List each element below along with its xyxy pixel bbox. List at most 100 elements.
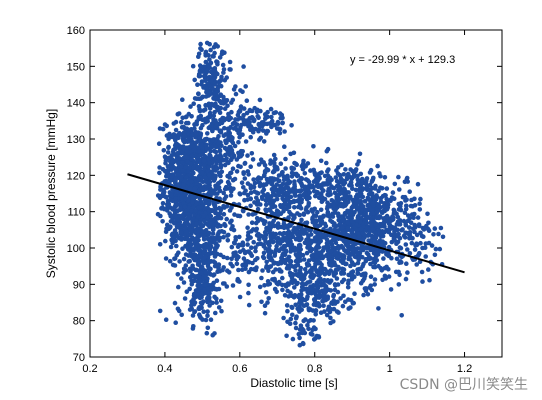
data-point [421, 227, 427, 232]
data-point [213, 96, 219, 102]
data-point [209, 78, 214, 83]
data-point [226, 270, 232, 275]
data-point [324, 312, 330, 318]
data-point [180, 97, 185, 102]
data-point [384, 213, 390, 219]
data-point [318, 277, 323, 283]
data-point [183, 165, 188, 170]
data-point [233, 91, 239, 97]
data-point [188, 104, 193, 109]
data-point [203, 49, 209, 55]
data-point [272, 286, 278, 292]
data-point [336, 310, 341, 315]
data-point [407, 215, 413, 221]
data-point [304, 302, 310, 307]
data-point [293, 315, 299, 321]
data-point [349, 211, 354, 216]
data-point [295, 272, 300, 278]
data-point [369, 247, 374, 252]
data-point [384, 196, 390, 202]
data-point [219, 100, 224, 106]
data-point [293, 302, 299, 308]
data-point [271, 185, 277, 190]
data-point [342, 192, 347, 198]
data-point [199, 79, 205, 84]
data-point [203, 102, 208, 108]
data-point [350, 248, 355, 254]
data-point [277, 126, 283, 132]
data-point [219, 154, 224, 160]
data-point [265, 279, 271, 284]
data-point [163, 317, 169, 323]
data-point [376, 203, 382, 208]
data-point [336, 217, 342, 223]
data-point [199, 265, 205, 270]
data-point [237, 234, 242, 240]
data-point [203, 119, 209, 125]
data-point [348, 167, 353, 172]
data-point [406, 230, 412, 236]
data-point [251, 239, 256, 245]
data-point [165, 198, 171, 204]
data-point [291, 294, 297, 300]
data-point [177, 202, 183, 207]
data-point [345, 219, 350, 225]
data-point [308, 284, 313, 289]
data-point [213, 154, 219, 160]
data-point [269, 199, 274, 204]
data-point [204, 146, 210, 151]
data-point [378, 196, 384, 201]
data-point [192, 122, 197, 127]
data-point [215, 224, 220, 229]
data-point [370, 210, 376, 216]
data-point [209, 101, 214, 107]
data-point [341, 256, 347, 261]
data-point [246, 172, 251, 177]
data-point [274, 243, 279, 249]
data-point [281, 177, 287, 182]
data-point [304, 240, 309, 246]
x-axis: 0.2 0.4 0.6 0.8 1 1.2 [82, 30, 472, 375]
data-point [167, 258, 173, 264]
data-point [335, 289, 341, 295]
data-point [374, 215, 380, 220]
data-point [213, 72, 218, 78]
data-point [190, 326, 196, 331]
data-point [348, 263, 353, 269]
data-point [361, 232, 367, 238]
data-point [335, 192, 340, 197]
data-point [195, 273, 200, 279]
data-point [306, 201, 312, 206]
data-point [241, 64, 246, 69]
data-point [372, 198, 378, 203]
data-point [227, 59, 233, 65]
data-point [262, 162, 268, 168]
data-point [236, 129, 242, 135]
data-point [192, 77, 197, 83]
data-point [217, 55, 223, 60]
data-point [297, 193, 302, 199]
data-point [412, 222, 418, 228]
data-point [384, 186, 390, 191]
data-point [244, 110, 250, 116]
data-point [264, 166, 270, 172]
data-point [332, 282, 338, 287]
data-point [280, 120, 285, 126]
data-point [229, 244, 235, 250]
data-point [184, 289, 190, 295]
data-point [216, 305, 222, 310]
data-point [212, 254, 218, 259]
data-point [336, 246, 341, 252]
data-point [307, 269, 313, 275]
data-point [205, 325, 211, 331]
data-point [397, 260, 402, 266]
data-point [339, 162, 344, 168]
data-point [207, 207, 213, 213]
data-point [391, 236, 397, 242]
data-point [189, 186, 194, 192]
data-point [270, 169, 276, 175]
data-point [315, 284, 321, 289]
data-point [238, 115, 243, 121]
data-point [275, 121, 281, 126]
data-point [369, 185, 375, 191]
